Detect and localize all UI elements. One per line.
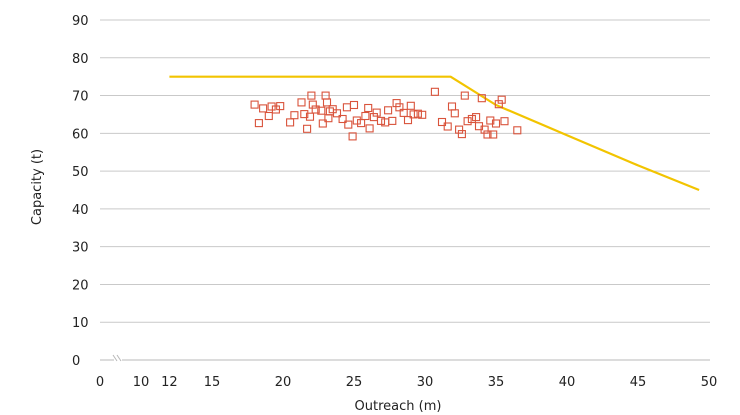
scatter-point (500, 117, 509, 126)
scatter-point (477, 94, 486, 103)
scatter-point (392, 99, 401, 108)
scatter-point (483, 130, 492, 139)
scatter-point (472, 113, 481, 122)
scatter-point (276, 102, 285, 111)
x-tick-label: 12 (161, 375, 178, 390)
scatter-point (286, 118, 295, 127)
y-tick-label: 50 (72, 165, 89, 180)
scatter-point (361, 111, 370, 121)
axis-break-mark (116, 354, 122, 362)
scatter-point (418, 110, 427, 119)
scatter-point (413, 109, 422, 118)
scatter-point (322, 98, 332, 107)
capacity-curve (169, 75, 700, 192)
x-axis-title: Outreach (m) (355, 399, 442, 414)
y-tick-label: 10 (72, 316, 89, 331)
scatter-point (457, 130, 466, 139)
scatter-point (365, 124, 374, 133)
scatter-point (480, 125, 489, 134)
y-tick-label: 80 (72, 52, 89, 67)
scatter-point (489, 130, 498, 139)
y-tick-label: 70 (72, 90, 89, 105)
scatter-point (254, 119, 263, 128)
y-tick-label: 20 (72, 278, 89, 293)
scatter-point (447, 102, 457, 111)
scatter-point (352, 116, 361, 125)
y-tick-label: 90 (72, 14, 89, 29)
scatter-point (455, 125, 464, 134)
tick-labels: 0 10 20 30 40 50 60 70 80 90 0 10 12 15 20 25 30 35 40 45 50 (72, 14, 717, 390)
scatter-point (332, 109, 342, 118)
scatter-point (467, 114, 476, 124)
x-tick-label: 25 (346, 375, 363, 390)
scatter-point (460, 91, 469, 100)
x-tick-label: 45 (630, 375, 647, 390)
axis-break-mark (112, 354, 118, 362)
scatter-point (290, 111, 299, 120)
scatter-point (297, 98, 306, 107)
scatter-point (364, 103, 373, 113)
scatter-point (342, 103, 351, 112)
scatter-point (307, 91, 316, 100)
scatter-point (264, 111, 273, 121)
scatter-point (348, 132, 357, 141)
scatter-point (497, 95, 506, 104)
x-tick-label: 40 (559, 375, 576, 390)
x-tick-label: 35 (488, 375, 505, 390)
scatter-point (318, 119, 327, 128)
scatter-point (250, 100, 259, 109)
capacity-line (169, 75, 700, 192)
scatter-point (338, 114, 347, 124)
scatter-point (317, 106, 326, 115)
scatter-point (399, 108, 408, 117)
x-tick-label: 0 (96, 375, 104, 390)
scatter-point (491, 119, 501, 128)
y-tick-label: 60 (72, 127, 89, 142)
y-tick-label: 30 (72, 241, 89, 256)
scatter-point (388, 116, 397, 125)
scatter-point (443, 122, 452, 131)
y-tick-label: 0 (72, 354, 80, 369)
scatter-point (409, 110, 418, 119)
x-tick-label: 50 (701, 375, 718, 390)
y-tick-label: 40 (72, 203, 89, 218)
scatter-point (437, 117, 447, 127)
scatter-point (376, 116, 386, 125)
scatter-point (303, 124, 312, 133)
scatter-point (450, 109, 459, 118)
scatter-point (430, 87, 439, 96)
axes (100, 354, 710, 362)
scatter-point (403, 116, 413, 125)
x-tick-label: 30 (417, 375, 434, 390)
scatter-point (406, 101, 415, 110)
scatter-point (384, 106, 393, 115)
scatter-point (305, 112, 315, 121)
scatter-point (344, 120, 353, 129)
y-axis-title: Capacity (t) (30, 149, 45, 225)
scatter-point (308, 100, 317, 109)
scatter-point (325, 107, 334, 116)
scatter-point (369, 113, 378, 122)
scatter-point (395, 103, 404, 112)
scatter-point (372, 108, 381, 117)
scatter-point (463, 117, 472, 126)
scatter-point (494, 100, 503, 109)
grid (100, 19, 710, 323)
data-points (250, 87, 522, 141)
scatter-point (349, 100, 359, 110)
x-tick-label: 20 (275, 375, 292, 390)
scatter-point (311, 105, 320, 114)
scatter-point (357, 119, 366, 128)
x-tick-label: 10 (133, 375, 150, 390)
x-tick-label: 15 (204, 375, 221, 390)
scatter-point (259, 104, 268, 113)
scatter-point (300, 110, 309, 119)
scatter-point (328, 105, 337, 114)
scatter-point (513, 126, 522, 135)
